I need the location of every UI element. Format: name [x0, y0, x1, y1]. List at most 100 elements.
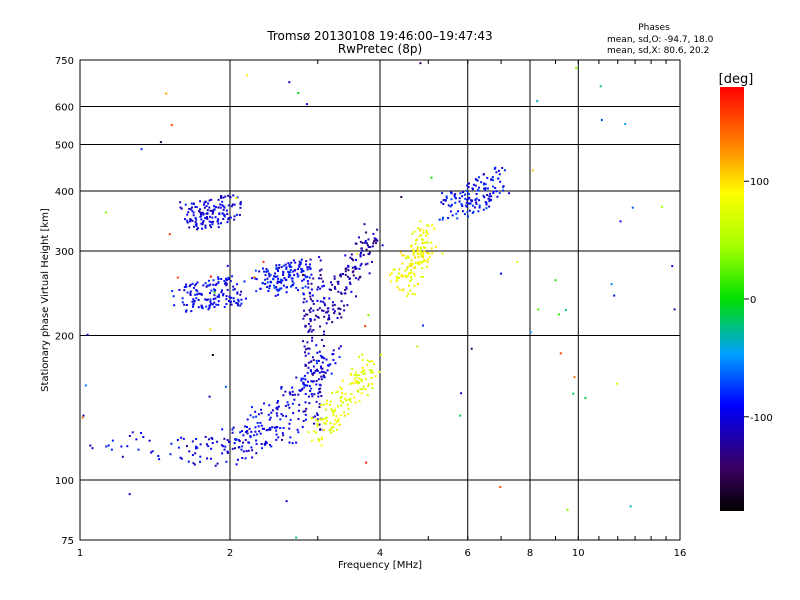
echo-point — [396, 278, 399, 281]
echo-point — [325, 408, 328, 411]
echo-point — [282, 264, 285, 267]
echo-point — [367, 238, 370, 241]
echo-point — [212, 220, 215, 223]
echo-point — [365, 248, 368, 251]
echo-point — [242, 450, 245, 453]
echo-point — [471, 204, 474, 207]
echo-point — [328, 297, 331, 300]
echo-point — [323, 330, 326, 333]
echo-point — [209, 283, 212, 286]
echo-point — [275, 438, 278, 441]
echo-point — [214, 464, 217, 467]
echo-point — [417, 249, 420, 252]
echo-point — [120, 445, 123, 448]
echo-point — [610, 283, 613, 286]
echo-point — [463, 193, 466, 196]
echo-point — [204, 298, 207, 301]
echo-point — [316, 424, 319, 427]
echo-point — [259, 432, 262, 435]
echo-point — [280, 278, 283, 281]
echo-point — [292, 412, 295, 415]
echo-point — [236, 458, 239, 461]
echo-point — [205, 443, 208, 446]
echo-point — [462, 191, 465, 194]
echo-point — [222, 208, 225, 211]
echo-point — [368, 253, 371, 256]
echo-point — [342, 411, 345, 414]
echo-point — [409, 289, 412, 292]
echo-point — [319, 384, 322, 387]
echo-point — [199, 460, 202, 463]
echo-point — [293, 274, 296, 277]
echo-point — [257, 413, 260, 416]
echo-point — [367, 313, 370, 316]
echo-point — [271, 409, 274, 412]
echo-point — [407, 284, 410, 287]
echo-point — [459, 414, 462, 417]
echo-point — [173, 304, 176, 307]
echo-point — [295, 286, 298, 289]
echo-point — [225, 303, 228, 306]
echo-point — [201, 307, 204, 310]
echo-point — [359, 255, 362, 258]
echo-point — [291, 280, 294, 283]
echo-point — [244, 438, 247, 441]
echo-point — [277, 405, 280, 408]
grid-lines — [80, 60, 680, 540]
echo-point — [376, 239, 379, 242]
echo-point — [367, 383, 370, 386]
echo-point — [324, 304, 327, 307]
echo-point — [269, 273, 272, 276]
echo-point — [434, 246, 437, 249]
echo-point — [307, 329, 310, 332]
echo-point — [347, 398, 350, 401]
echo-point — [421, 260, 424, 263]
echo-point — [315, 419, 318, 422]
echo-point — [207, 284, 210, 287]
colorbar — [720, 87, 744, 511]
echo-point — [277, 269, 280, 272]
echo-point — [199, 443, 202, 446]
echo-point — [486, 194, 489, 197]
echo-point — [299, 262, 302, 265]
echo-point — [624, 123, 627, 126]
echo-point — [212, 279, 215, 282]
echo-point — [236, 292, 239, 295]
echo-point — [290, 265, 293, 268]
echo-point — [310, 282, 313, 285]
echo-point — [419, 62, 422, 65]
echo-point — [255, 439, 258, 442]
echo-point — [499, 486, 502, 489]
echo-point — [334, 287, 337, 290]
echo-point — [216, 462, 219, 465]
echo-point — [371, 387, 374, 390]
echo-point — [235, 301, 238, 304]
echo-point — [367, 246, 370, 249]
echo-point — [302, 340, 305, 343]
echo-point — [275, 412, 278, 415]
echo-point — [366, 262, 369, 265]
echo-point — [233, 442, 236, 445]
echo-point — [231, 428, 234, 431]
echo-point — [351, 266, 354, 269]
echo-point — [376, 228, 379, 231]
echo-point — [374, 242, 377, 245]
echo-point — [280, 266, 283, 269]
echo-point — [279, 426, 282, 429]
echo-point — [482, 173, 485, 176]
echo-point — [351, 271, 354, 274]
echo-point — [226, 264, 229, 267]
echo-point — [225, 282, 228, 285]
echo-point — [215, 282, 218, 285]
echo-point — [291, 393, 294, 396]
echo-point — [266, 281, 269, 284]
echo-point — [282, 284, 285, 287]
echo-point — [320, 378, 323, 381]
echo-point — [317, 395, 320, 398]
echo-point — [263, 270, 266, 273]
echo-point — [368, 369, 371, 372]
echo-point — [303, 314, 306, 317]
echo-point — [288, 427, 291, 430]
echo-point — [421, 252, 424, 255]
echo-point — [482, 183, 485, 186]
